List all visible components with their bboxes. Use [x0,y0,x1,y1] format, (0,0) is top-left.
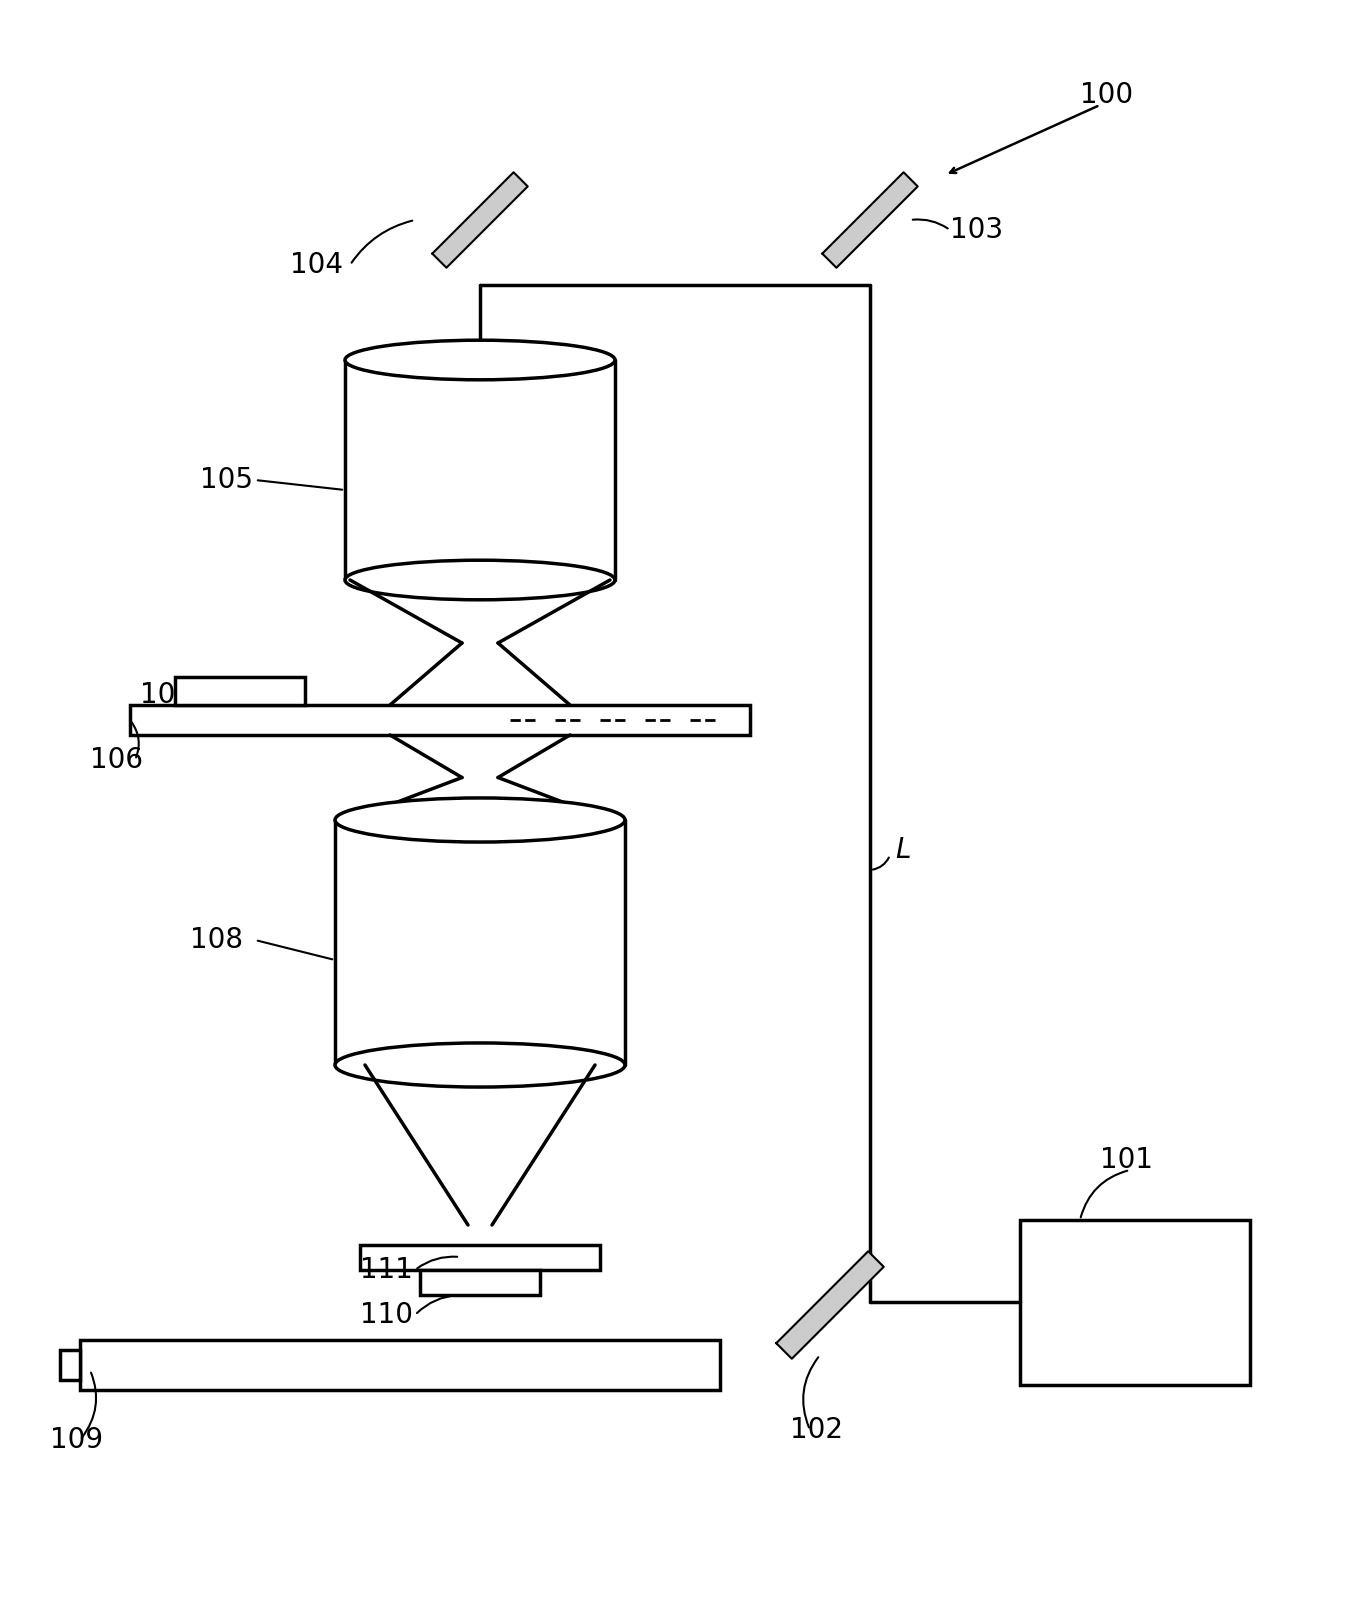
Text: 101: 101 [1100,1146,1153,1174]
Polygon shape [776,1251,884,1359]
Polygon shape [822,172,918,267]
Text: 108: 108 [190,926,244,955]
Text: L: L [895,836,911,865]
Text: 102: 102 [789,1417,843,1444]
Text: 106: 106 [90,745,144,774]
Ellipse shape [345,340,616,380]
Bar [130,705,750,736]
Bar [60,1351,79,1380]
Ellipse shape [335,1043,625,1087]
Bar [79,1340,720,1389]
Text: 103: 103 [949,216,1003,245]
Bar [420,1270,540,1294]
Text: 107: 107 [140,681,193,708]
Bar [1021,1220,1250,1385]
Text: 104: 104 [290,251,343,279]
Text: 105: 105 [200,465,253,494]
Polygon shape [432,172,528,267]
Ellipse shape [345,560,616,601]
Bar [360,1245,601,1270]
Bar [175,676,305,705]
Ellipse shape [335,799,625,842]
Text: 110: 110 [360,1301,413,1328]
Text: 100: 100 [1079,80,1133,109]
Bar [335,819,625,1064]
Text: 109: 109 [51,1426,103,1454]
Bar [345,361,616,580]
Text: 111: 111 [360,1256,413,1285]
